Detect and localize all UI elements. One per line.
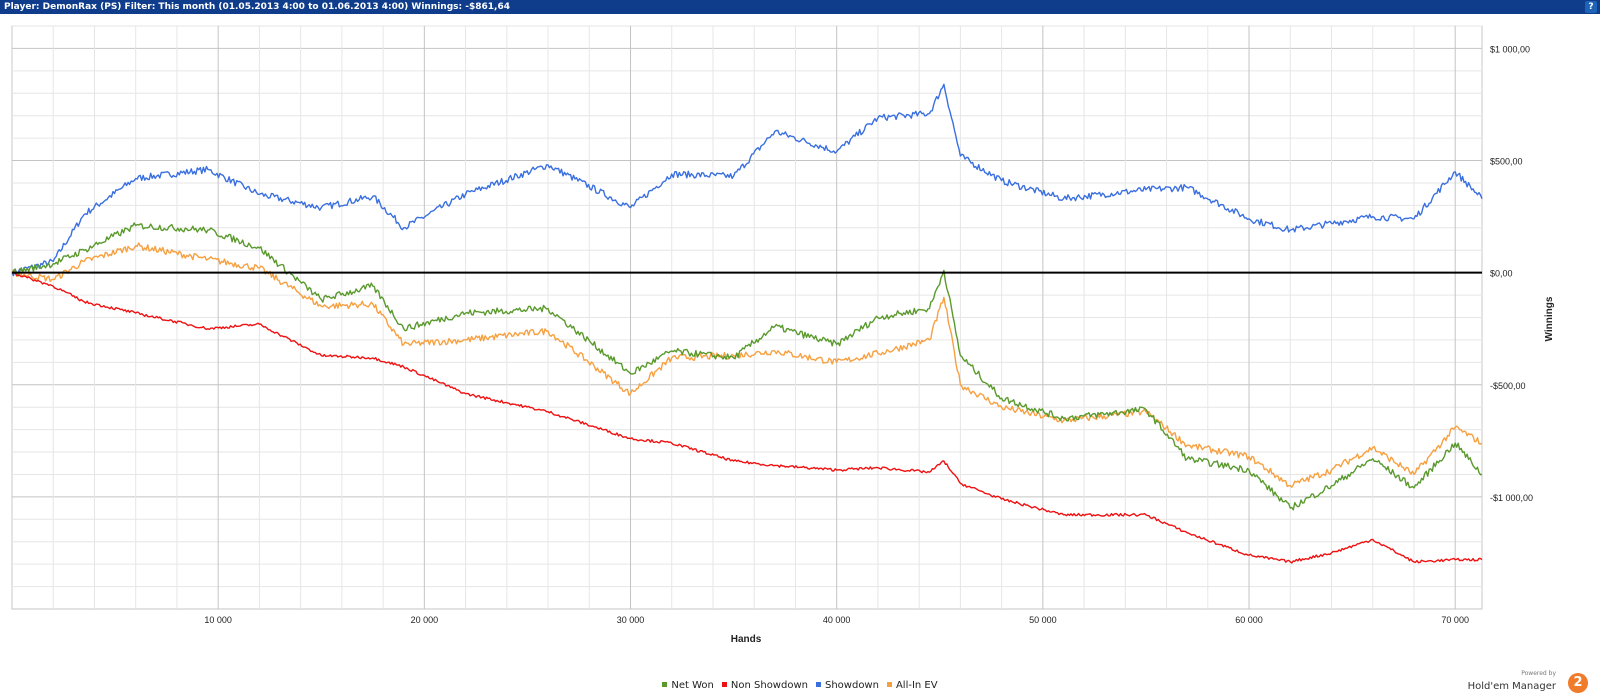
y-tick-label: $0,00 [1490, 269, 1513, 279]
help-button[interactable]: ? [1585, 1, 1597, 13]
series-group [11, 83, 1483, 564]
legend-swatch [815, 682, 821, 687]
x-tick-label: 70 000 [1441, 615, 1469, 625]
axes: $1 000,00 $500,00 $0,00 -$500,00 -$1 000,00 1… [12, 44, 1555, 645]
legend: Net Won Non Showdown Showdown All-In EV [0, 680, 1600, 691]
legend-item[interactable]: Showdown [815, 680, 879, 691]
legend-label: Net Won [671, 680, 714, 691]
x-tick-label: 30 000 [617, 615, 645, 625]
legend-label: All-In EV [895, 680, 938, 691]
y-tick-label: $1 000,00 [1490, 44, 1530, 54]
series-line-all-in-ev [11, 242, 1483, 488]
x-tick-label: 60 000 [1235, 615, 1263, 625]
series-line-net-won [11, 222, 1483, 511]
y-tick-label: $500,00 [1490, 157, 1523, 167]
filter-summary: Player: DemonRax (PS) Filter: This month… [4, 2, 510, 12]
y-axis-title: Winnings [1544, 296, 1555, 341]
legend-item[interactable]: Net Won [662, 680, 714, 691]
y-tick-label: -$1 000,00 [1490, 493, 1533, 503]
series-line-non-showdown [11, 272, 1483, 564]
legend-label: Showdown [824, 680, 879, 691]
hem2-logo-icon: 2 [1568, 673, 1588, 693]
legend-item[interactable]: Non Showdown [721, 680, 808, 691]
grid [11, 25, 1483, 610]
x-axis-title: Hands [731, 634, 762, 645]
legend-swatch [662, 682, 668, 687]
product-name: Hold'em Manager [1467, 681, 1556, 692]
title-bar: Player: DemonRax (PS) Filter: This month… [0, 0, 1600, 14]
x-tick-label: 20 000 [411, 615, 439, 625]
legend-swatch [886, 682, 892, 687]
x-tick-label: 50 000 [1029, 615, 1057, 625]
series-line-showdown [11, 83, 1483, 277]
legend-item[interactable]: All-In EV [886, 680, 938, 691]
winnings-chart: $1 000,00 $500,00 $0,00 -$500,00 -$1 000,00 1… [11, 25, 1555, 645]
x-tick-label: 40 000 [823, 615, 851, 625]
powered-by-text: Powered by [1521, 670, 1556, 677]
y-tick-label: -$500,00 [1490, 381, 1526, 391]
x-tick-label: 10 000 [204, 615, 232, 625]
legend-swatch [721, 682, 727, 687]
legend-label: Non Showdown [730, 680, 808, 691]
